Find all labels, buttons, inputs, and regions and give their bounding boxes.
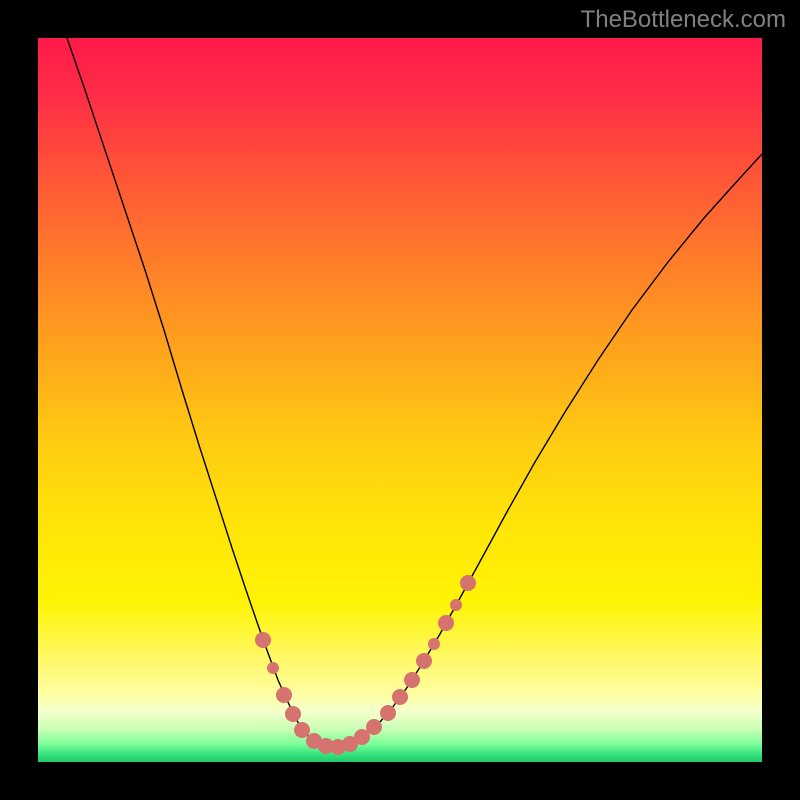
curve-marker — [285, 706, 301, 722]
watermark-text: TheBottleneck.com — [581, 6, 786, 34]
curve-marker — [276, 687, 292, 703]
curve-marker — [392, 689, 408, 705]
curve-marker — [366, 719, 382, 735]
curve-marker — [294, 722, 310, 738]
curve-marker — [450, 599, 462, 611]
curve-marker — [416, 653, 432, 669]
chart-svg — [0, 0, 800, 800]
chart-canvas: TheBottleneck.com — [0, 0, 800, 800]
curve-marker — [428, 638, 440, 650]
curve-marker — [438, 615, 454, 631]
plot-gradient-background — [38, 38, 762, 762]
curve-marker — [460, 575, 476, 591]
curve-marker — [255, 632, 271, 648]
curve-marker — [380, 705, 396, 721]
curve-marker — [267, 662, 279, 674]
curve-marker — [404, 672, 420, 688]
